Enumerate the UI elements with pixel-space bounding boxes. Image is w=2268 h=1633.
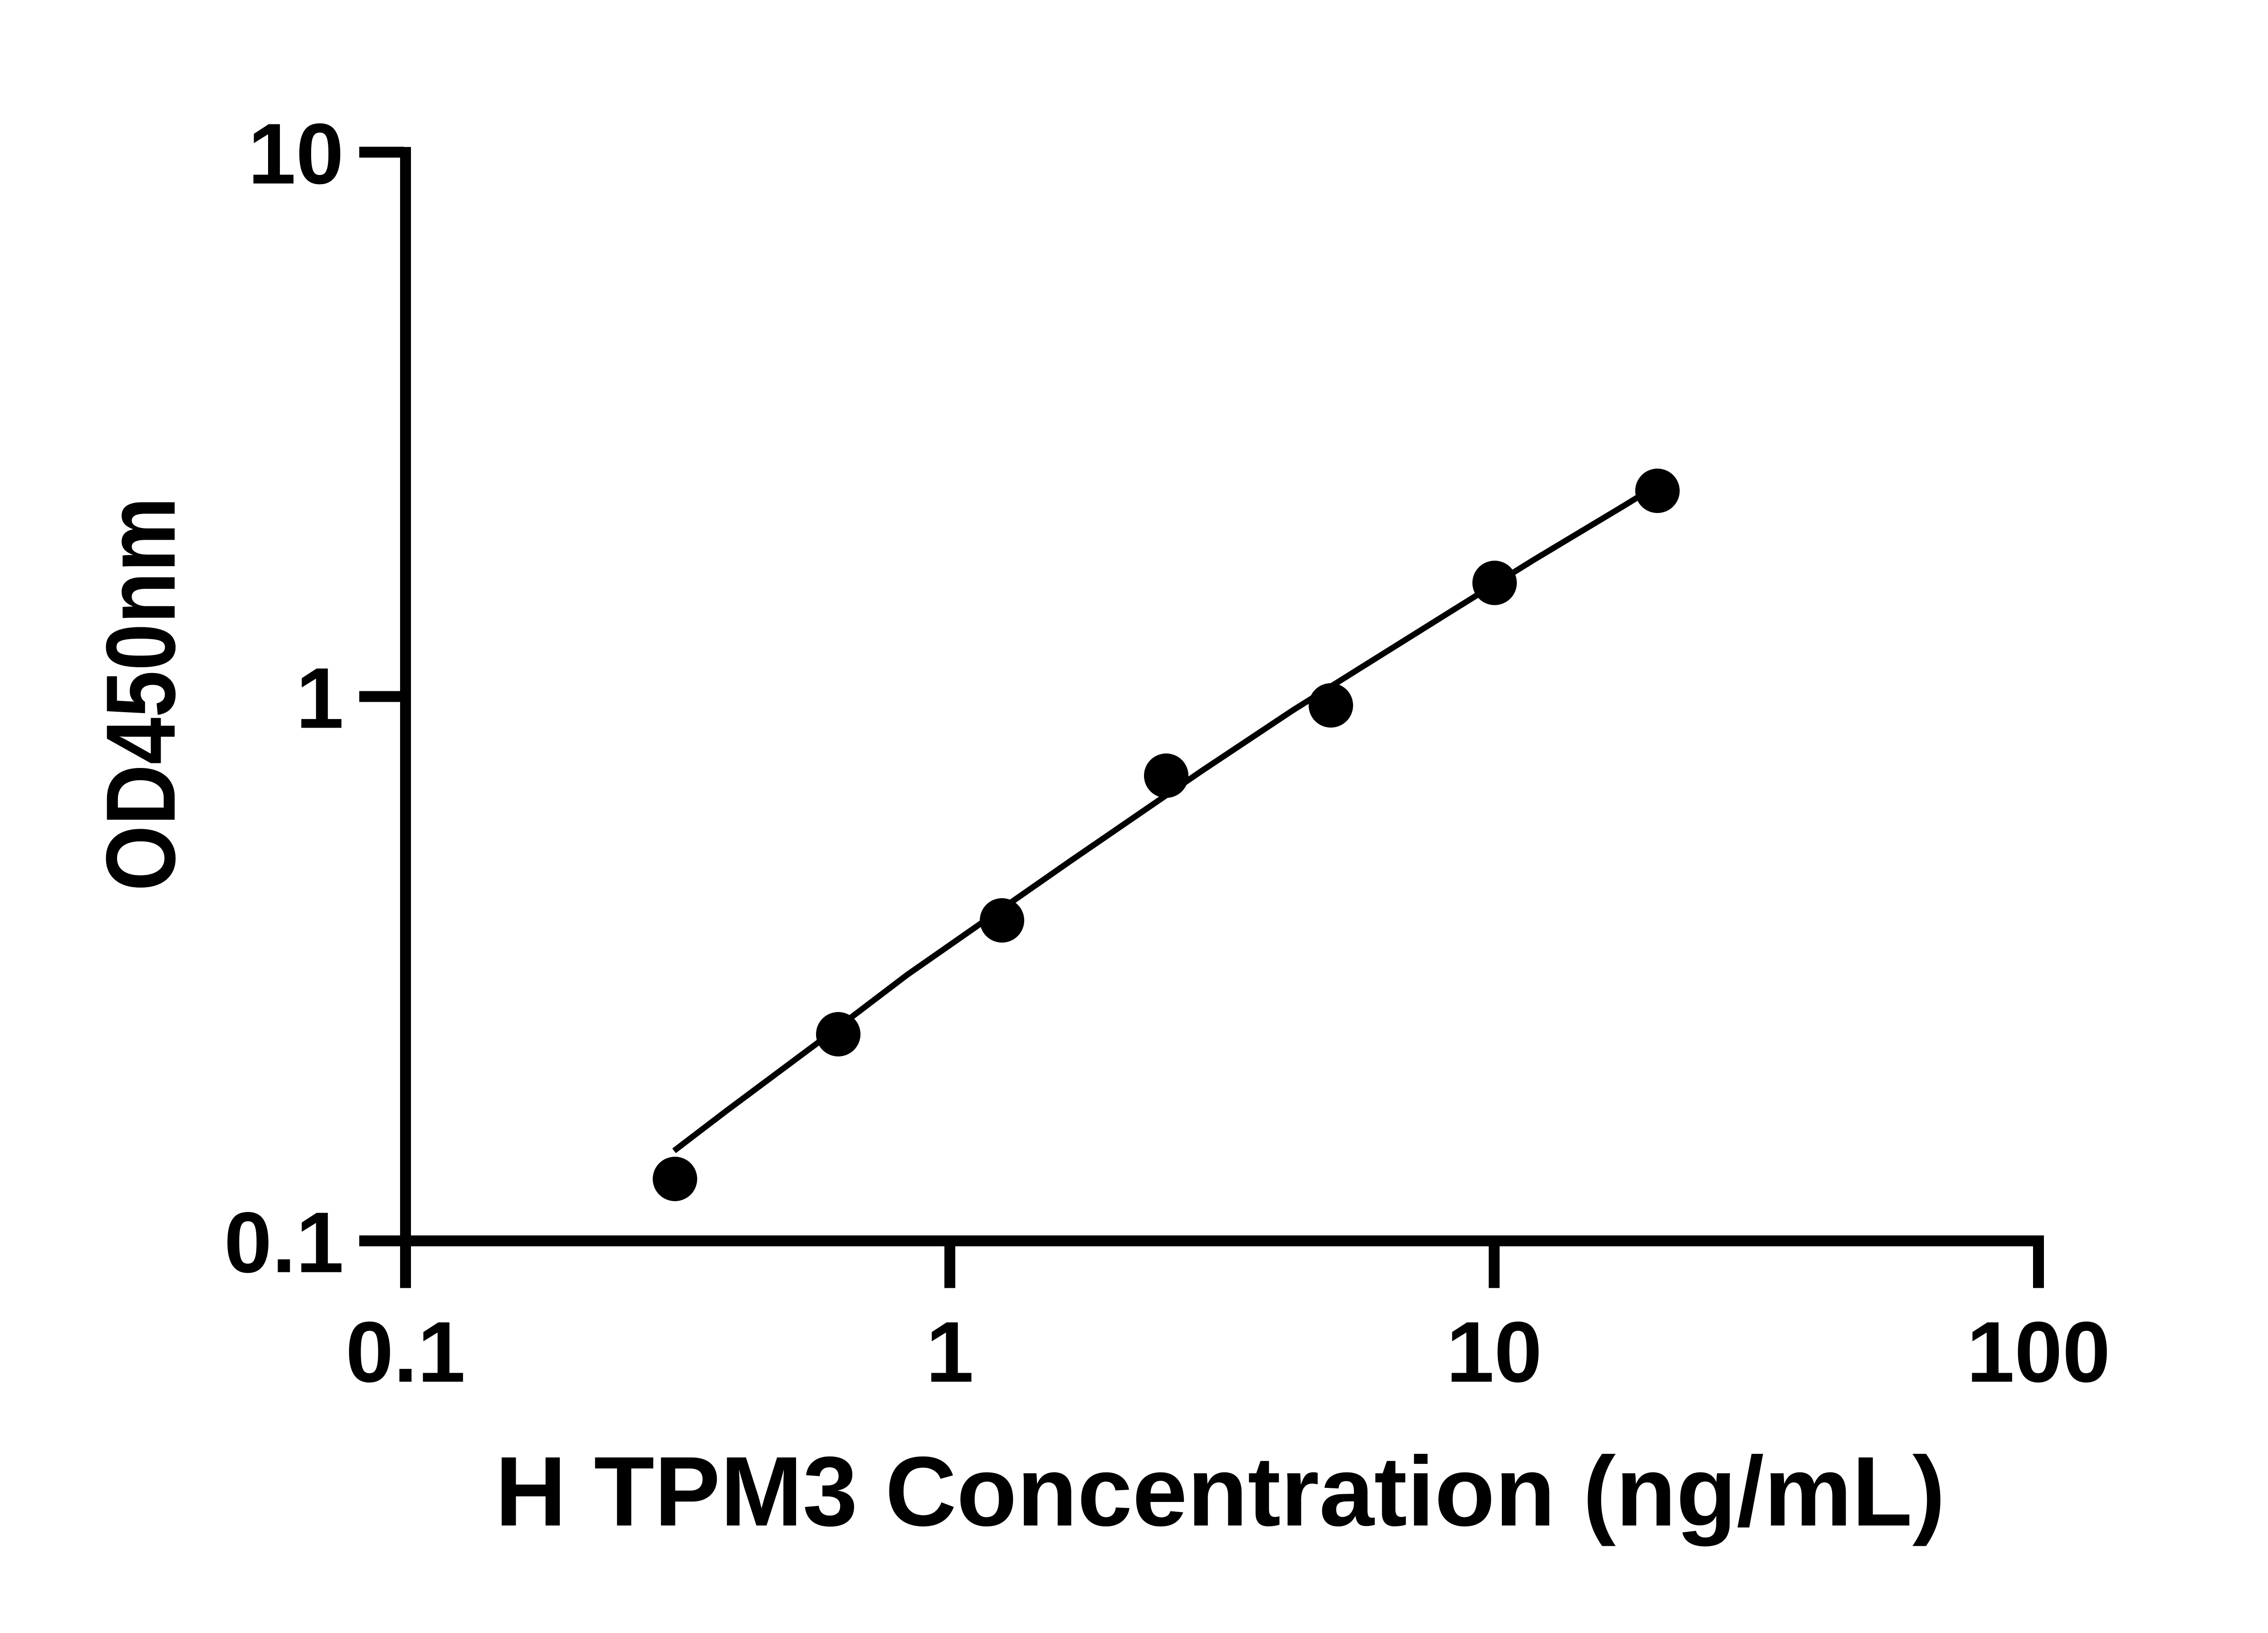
svg-text:OD450nm: OD450nm bbox=[86, 497, 196, 891]
svg-text:1: 1 bbox=[296, 650, 344, 747]
svg-text:100: 100 bbox=[1966, 1304, 2110, 1400]
svg-text:10: 10 bbox=[1446, 1304, 1542, 1400]
svg-text:10: 10 bbox=[248, 106, 344, 202]
svg-text:1: 1 bbox=[926, 1304, 974, 1400]
svg-text:H TPM3 Concentration (ng/mL): H TPM3 Concentration (ng/mL) bbox=[495, 1437, 1945, 1547]
svg-text:0.1: 0.1 bbox=[346, 1304, 465, 1400]
svg-text:0.1: 0.1 bbox=[224, 1195, 344, 1291]
